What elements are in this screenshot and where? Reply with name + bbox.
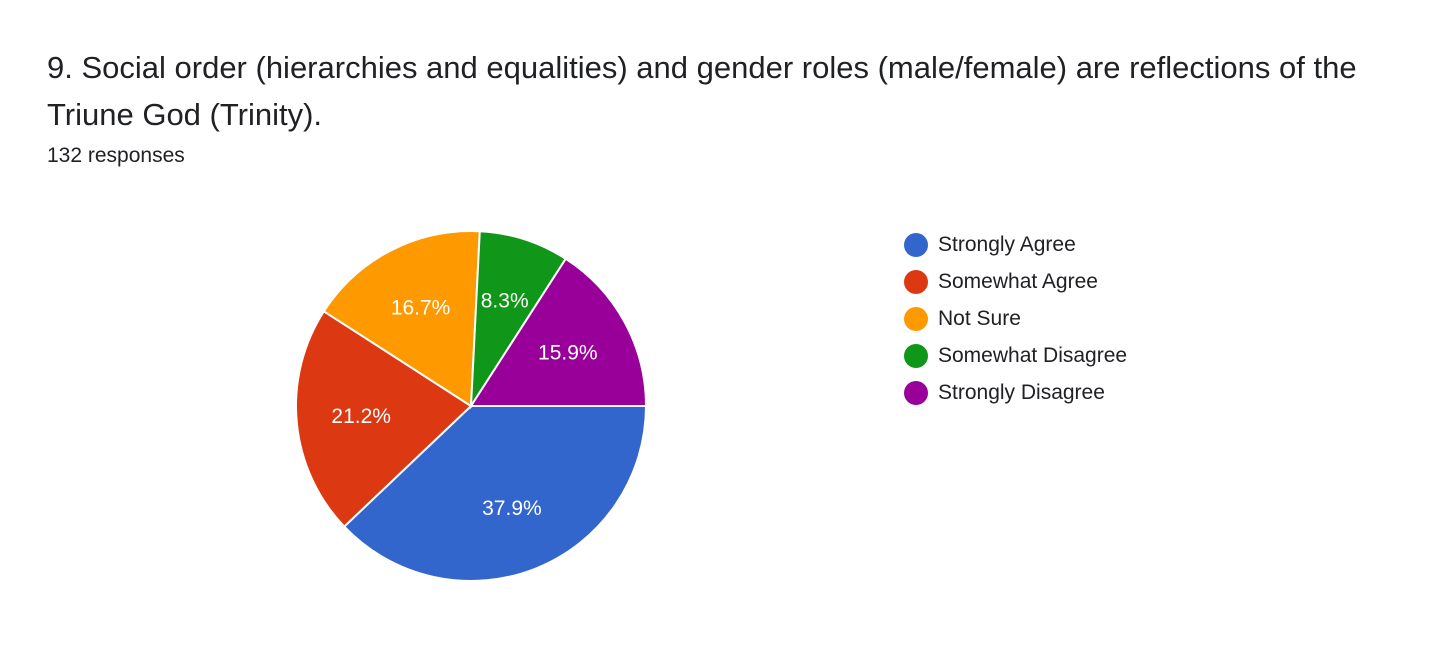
slice-label-somewhat-agree: 21.2% [331, 405, 391, 428]
legend-swatch [904, 380, 928, 405]
question-title: 9. Social order (hierarchies and equalit… [47, 50, 1357, 132]
pie-slice-somewhat-agree[interactable] [295, 309, 473, 529]
legend-item-somewhat-disagree[interactable]: Somewhat Disagree [904, 337, 1127, 374]
legend-item-somewhat-agree[interactable]: Somewhat Agree [904, 263, 1127, 300]
legend-label: Somewhat Disagree [938, 343, 1128, 367]
legend-swatch [904, 269, 928, 294]
slice-label-somewhat-disagree: 8.3% [481, 290, 529, 313]
slice-label-strongly-agree: 37.9% [482, 497, 542, 520]
slice-label-not-sure: 16.7% [391, 296, 451, 319]
pie-slice-not-sure[interactable] [322, 230, 481, 408]
legend-item-not-sure[interactable]: Not Sure [904, 300, 1127, 337]
legend-swatch [904, 343, 928, 368]
legend-swatch [904, 232, 928, 257]
legend-label: Somewhat Agree [938, 269, 1098, 293]
pie-slice-strongly-agree[interactable] [342, 405, 648, 582]
legend-label: Not Sure [938, 306, 1021, 330]
legend-label: Strongly Disagree [938, 380, 1105, 404]
slice-label-strongly-disagree: 15.9% [538, 342, 598, 365]
response-count: 132 responses [47, 144, 185, 167]
legend-swatch [904, 306, 928, 331]
pie-slice-strongly-disagree[interactable] [469, 257, 648, 407]
pie-slice-somewhat-disagree[interactable] [469, 230, 568, 410]
legend-item-strongly-disagree[interactable]: Strongly Disagree [904, 374, 1127, 411]
legend-item-strongly-agree[interactable]: Strongly Agree [904, 226, 1127, 263]
chart-legend: Strongly Agree Somewhat Agree Not Sure S… [904, 226, 1127, 411]
legend-label: Strongly Agree [938, 232, 1076, 256]
